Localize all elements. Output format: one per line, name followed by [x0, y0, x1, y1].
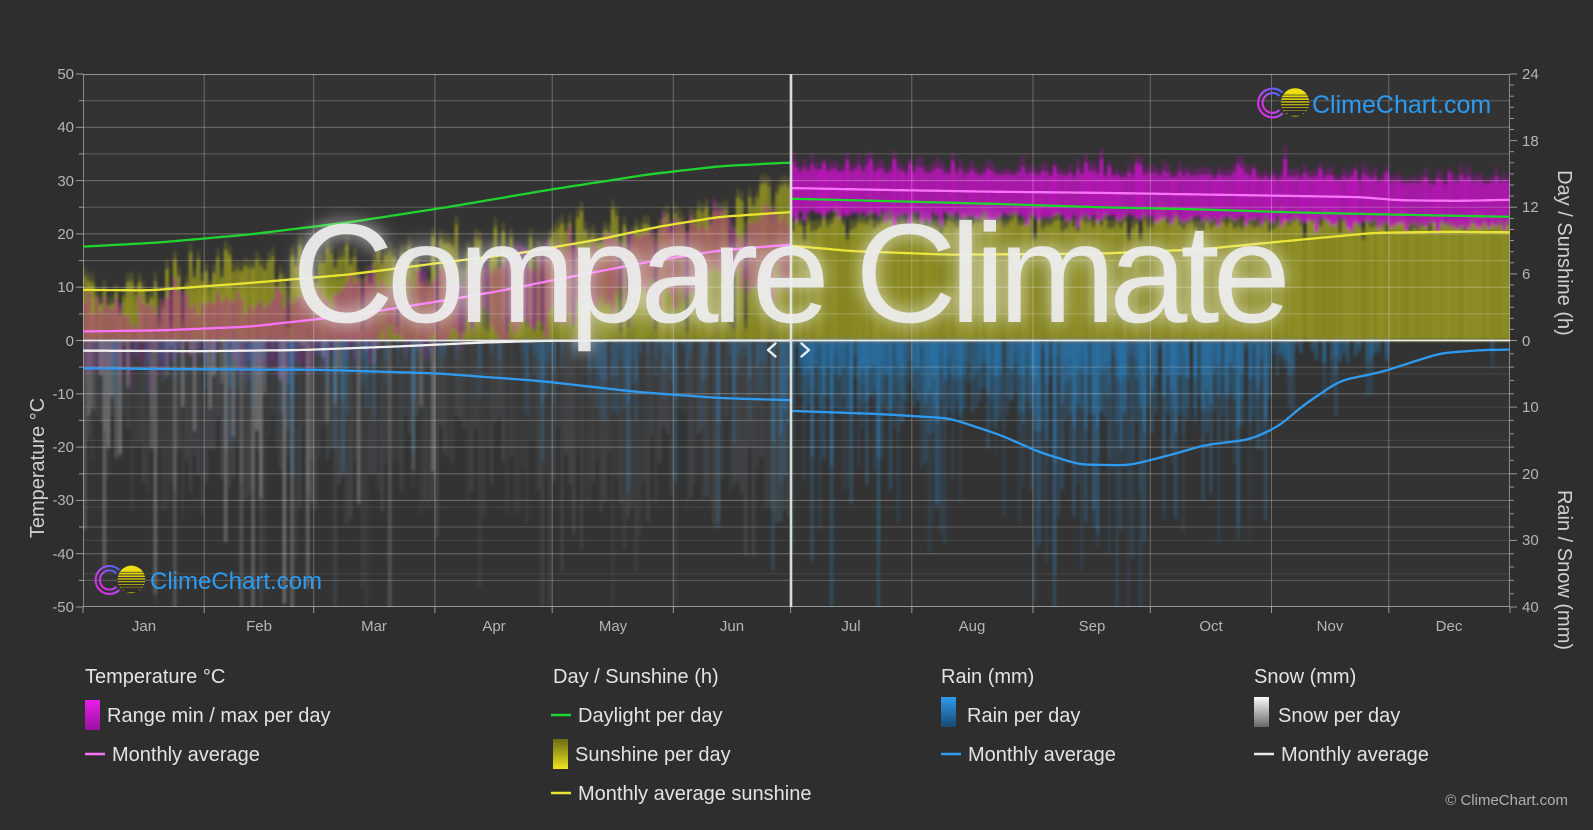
- svg-text:Sep: Sep: [1079, 618, 1106, 635]
- svg-text:-20: -20: [52, 439, 74, 456]
- svg-text:ClimeChart.com: ClimeChart.com: [150, 568, 322, 595]
- svg-text:Oct: Oct: [1199, 618, 1223, 635]
- svg-text:Mar: Mar: [361, 618, 387, 635]
- svg-text:10: 10: [1522, 399, 1539, 416]
- svg-text:© ClimeChart.com: © ClimeChart.com: [1445, 792, 1568, 809]
- svg-text:Daylight per day: Daylight per day: [578, 705, 723, 727]
- svg-text:-30: -30: [52, 492, 74, 509]
- svg-text:Temperature °C: Temperature °C: [85, 666, 225, 688]
- svg-text:-50: -50: [52, 599, 74, 616]
- svg-text:40: 40: [1522, 599, 1539, 616]
- svg-text:Compare Climate: Compare Climate: [292, 194, 1286, 352]
- svg-text:18: 18: [1522, 133, 1539, 150]
- svg-text:Rain / Snow (mm): Rain / Snow (mm): [1553, 490, 1575, 650]
- svg-text:50: 50: [57, 66, 74, 83]
- svg-text:6: 6: [1522, 266, 1530, 283]
- svg-text:20: 20: [1522, 466, 1539, 483]
- svg-text:12: 12: [1522, 199, 1539, 216]
- svg-text:0: 0: [66, 333, 74, 350]
- svg-text:Rain per day: Rain per day: [967, 705, 1080, 727]
- svg-text:Rain (mm): Rain (mm): [941, 666, 1034, 688]
- svg-text:30: 30: [57, 173, 74, 190]
- svg-text:-40: -40: [52, 546, 74, 563]
- svg-text:40: 40: [57, 119, 74, 136]
- svg-text:Jun: Jun: [720, 618, 744, 635]
- svg-text:24: 24: [1522, 66, 1539, 83]
- svg-text:-10: -10: [52, 386, 74, 403]
- svg-text:Monthly average: Monthly average: [112, 744, 260, 766]
- svg-text:Nov: Nov: [1317, 618, 1344, 635]
- svg-text:Monthly average sunshine: Monthly average sunshine: [578, 783, 811, 805]
- svg-text:Jul: Jul: [841, 618, 860, 635]
- svg-text:Temperature °C: Temperature °C: [27, 398, 49, 538]
- svg-text:May: May: [599, 618, 628, 635]
- svg-text:Day / Sunshine (h): Day / Sunshine (h): [1553, 170, 1575, 336]
- svg-text:20: 20: [57, 226, 74, 243]
- svg-text:Monthly average: Monthly average: [968, 744, 1116, 766]
- svg-text:Range min / max per day: Range min / max per day: [107, 705, 330, 727]
- svg-text:Jan: Jan: [132, 618, 156, 635]
- svg-text:Feb: Feb: [246, 618, 272, 635]
- svg-text:Monthly average: Monthly average: [1281, 744, 1429, 766]
- svg-text:Snow per day: Snow per day: [1278, 705, 1400, 727]
- svg-text:Day / Sunshine (h): Day / Sunshine (h): [553, 666, 719, 688]
- svg-text:10: 10: [57, 279, 74, 296]
- svg-text:Sunshine per day: Sunshine per day: [575, 744, 731, 766]
- svg-text:Snow (mm): Snow (mm): [1254, 666, 1356, 688]
- svg-text:0: 0: [1522, 333, 1530, 350]
- svg-text:Aug: Aug: [959, 618, 986, 635]
- svg-text:Apr: Apr: [482, 618, 505, 635]
- svg-text:Compare Climate: Compare Climate: [292, 194, 1286, 352]
- svg-text:30: 30: [1522, 532, 1539, 549]
- svg-text:Dec: Dec: [1436, 618, 1463, 635]
- svg-text:ClimeChart.com: ClimeChart.com: [1312, 91, 1491, 119]
